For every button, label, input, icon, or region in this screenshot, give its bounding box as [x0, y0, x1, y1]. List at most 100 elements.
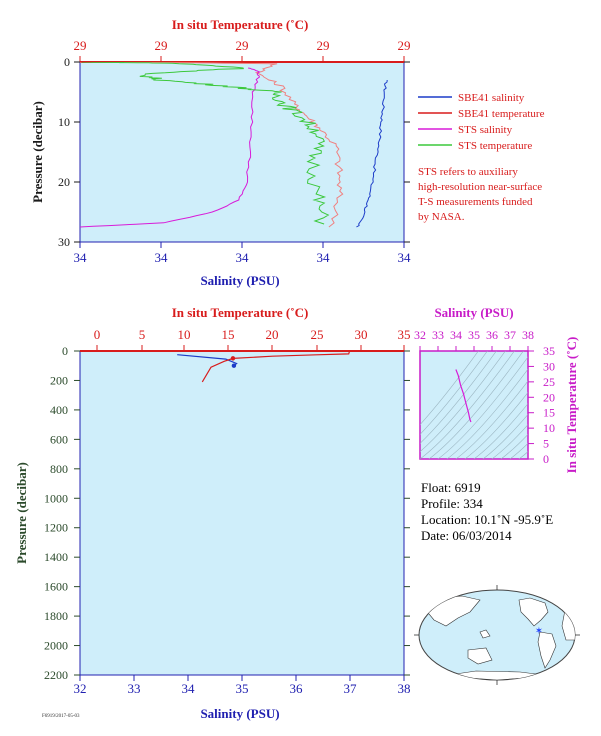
ts-density-contour [420, 351, 479, 426]
bottom-temp-tick-marks [96, 345, 405, 351]
ts-series-line [455, 369, 472, 423]
ts-sal-tick: 38 [522, 328, 534, 342]
top-p-tick: 20 [58, 175, 70, 189]
top-sal-tick-marks [79, 242, 405, 248]
bottom-temp-tick: 30 [355, 327, 368, 342]
bottom-sal-tick-marks [79, 675, 405, 681]
bottom-temp-tick: 20 [266, 327, 279, 342]
bottom-sal-tick: 34 [182, 681, 196, 696]
top-series-sts-salinity [80, 67, 261, 228]
ts-temp-label: In situ Temperature (˚C) [564, 337, 579, 474]
note-line: T-S measurements funded [418, 196, 533, 208]
bottom-salinity-axis-label: Salinity (PSU) [200, 706, 279, 721]
ts-sal-tick: 34 [450, 328, 462, 342]
ts-temp-tick: 25 [543, 375, 555, 389]
top-temp-tick: 29 [398, 38, 411, 53]
bottom-series-temperature [201, 351, 351, 383]
top-pressure-ticks: 0 10 20 30 [58, 55, 70, 249]
float-location-marker: ✶ [535, 626, 543, 637]
ts-temp-tick: 0 [543, 452, 549, 466]
top-panel: In situ Temperature (˚C) Salinity (PSU) … [30, 17, 411, 288]
location: Location: 10.1˚N -95.9˚E [421, 512, 553, 527]
top-sal-tick: 34 [236, 250, 250, 265]
ts-diagram: Salinity (PSU) In situ Temperature (˚C) … [414, 305, 579, 474]
bottom-p-tick: 200 [50, 373, 68, 387]
top-temp-axis-label: In situ Temperature (˚C) [172, 17, 309, 32]
bottom-salinity-end-marker [231, 363, 237, 368]
ts-density-contour [518, 451, 528, 459]
south-america-shape [537, 631, 557, 669]
top-temp-tick-marks [79, 56, 405, 62]
note-line: STS refers to auxiliary [418, 166, 518, 178]
bottom-temp-tick: 10 [178, 327, 191, 342]
ts-density-contour [420, 351, 497, 444]
north-america-shape [518, 597, 549, 627]
top-plot-area [79, 61, 405, 243]
legend-label: STS temperature [458, 140, 532, 152]
bottom-temp-ticks: 0 5 10 15 20 25 30 35 [94, 327, 411, 342]
bottom-sal-tick: 33 [128, 681, 141, 696]
bottom-temp-tick: 5 [139, 327, 146, 342]
bottom-salinity-ticks: 32 33 34 35 36 37 38 [74, 681, 411, 696]
bottom-sal-tick: 32 [74, 681, 87, 696]
ts-density-contour [420, 351, 488, 435]
profile-number: Profile: 334 [421, 496, 483, 511]
ts-sal-tick: 32 [414, 328, 426, 342]
bottom-panel: In situ Temperature (˚C) Salinity (PSU) … [14, 305, 411, 721]
ts-temp-tick: 35 [543, 344, 555, 358]
ts-temp-tick: 15 [543, 406, 555, 420]
bottom-temp-tick: 25 [311, 327, 324, 342]
top-salinity-ticks: 34 34 34 34 34 [74, 250, 412, 265]
note-line: by NASA. [418, 211, 465, 223]
top-temp-ticks: 29 29 29 29 29 [74, 38, 411, 53]
top-temp-tick: 29 [155, 38, 168, 53]
legend-label: STS salinity [458, 124, 513, 136]
ts-temp-tick: 20 [543, 390, 555, 404]
bottom-temp-tick: 15 [222, 327, 235, 342]
bottom-p-tick: 1200 [44, 521, 68, 535]
bottom-sal-tick: 38 [398, 681, 411, 696]
bottom-series-layer [177, 351, 351, 383]
top-p-tick: 0 [64, 55, 70, 69]
bottom-temp-axis-label: In situ Temperature (˚C) [172, 305, 309, 320]
ts-temp-tick: 5 [543, 437, 549, 451]
ts-sal-tick: 37 [504, 328, 516, 342]
top-sal-tick: 34 [74, 250, 88, 265]
top-series-layer [80, 62, 388, 228]
bottom-pressure-axis-label: Pressure (decibar) [14, 462, 29, 564]
top-p-tick: 10 [58, 115, 70, 129]
float-info: Float: 6919 Profile: 334 Location: 10.1˚… [421, 480, 553, 543]
ts-series-layer [455, 369, 472, 423]
ts-sal-tick: 35 [468, 328, 480, 342]
ts-density-contour [428, 351, 524, 459]
top-temp-tick: 29 [236, 38, 249, 53]
ts-density-contour [491, 424, 528, 459]
footer-code: F6919/2017-05-03 [42, 714, 80, 719]
bottom-temp-tick: 0 [94, 327, 101, 342]
bottom-sal-tick: 37 [344, 681, 358, 696]
bottom-p-tick: 800 [50, 462, 68, 476]
australia-shape [467, 647, 493, 665]
ts-temp-tick: 30 [543, 359, 555, 373]
float-id: Float: 6919 [421, 480, 481, 495]
bottom-temperature-marker [230, 356, 236, 361]
top-series-sts-temperature [81, 62, 330, 225]
top-series-sbe41-temperature [80, 62, 344, 228]
bottom-p-tick: 0 [62, 344, 68, 358]
ts-density-contour [420, 351, 506, 453]
top-salinity-axis-label: Salinity (PSU) [200, 273, 279, 288]
map-frame-ticks [414, 585, 580, 685]
ts-density-contour [455, 380, 528, 459]
top-sal-tick: 34 [155, 250, 169, 265]
bottom-p-tick: 1800 [44, 609, 68, 623]
ts-density-contour [500, 433, 528, 459]
bottom-plot-area [79, 350, 405, 676]
ts-density-contour [446, 368, 528, 459]
ts-density-contours [420, 351, 528, 459]
bottom-p-tick: 600 [50, 432, 68, 446]
location-map: ✶ [414, 585, 580, 685]
bottom-pressure-ticks: 0 200 400 600 800 1000 1200 1400 1600 1800 2000 220… [44, 344, 410, 682]
sts-note: STS refers to auxiliary high-resolution … [418, 166, 542, 223]
